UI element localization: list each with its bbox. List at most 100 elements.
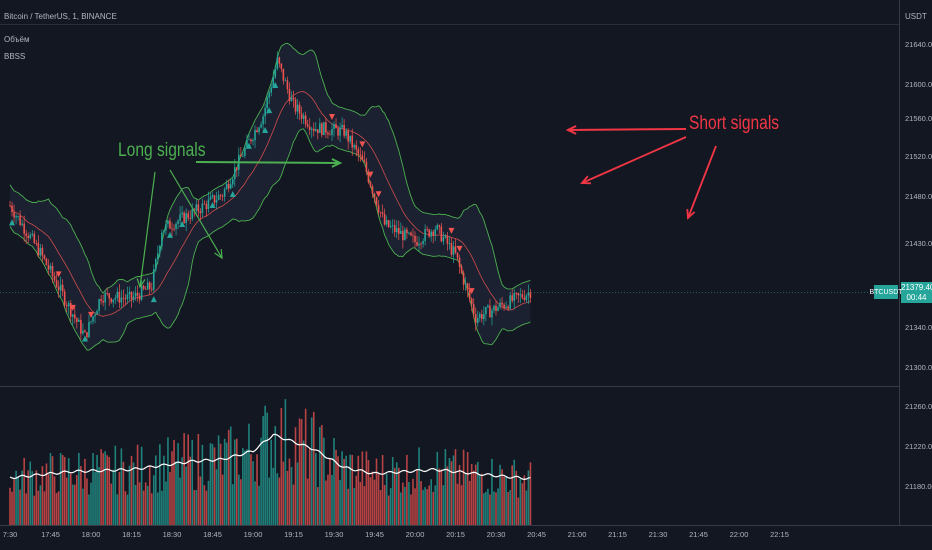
candle-body (468, 289, 471, 299)
candle-body (161, 232, 163, 247)
candle-body (355, 145, 358, 150)
volume-bar (80, 466, 82, 525)
volume-bar (466, 452, 469, 525)
volume-bar (152, 475, 155, 525)
volume-bar (191, 439, 194, 525)
indicator-volume-label[interactable]: Объём (4, 35, 30, 44)
candle-body (497, 307, 499, 311)
volume-bar (408, 481, 410, 525)
volume-bar (59, 452, 62, 525)
candle-body (33, 233, 36, 243)
volume-bar (43, 491, 46, 525)
volume-bar (440, 469, 443, 525)
volume-bar (71, 484, 74, 525)
volume-bar (260, 437, 262, 525)
volume-bar (217, 435, 220, 525)
short-arrow-1 (567, 128, 687, 131)
candle-body (345, 130, 347, 136)
volume-bar (312, 411, 315, 525)
volume-bar (215, 469, 218, 525)
volume-bar (481, 473, 483, 525)
short-signal-marker (328, 113, 335, 120)
short-signal-marker (468, 288, 475, 295)
symbol-title[interactable]: Bitcoin / TetherUS, 1, BINANCE (4, 12, 117, 21)
long-signal-marker (9, 219, 16, 226)
candle-body (310, 128, 313, 130)
volume-bar (76, 474, 78, 525)
volume-bar (389, 488, 392, 525)
long-signal-marker (81, 335, 88, 342)
volume-bar (509, 490, 511, 525)
short-signal-marker (55, 271, 62, 278)
candle-body (426, 229, 428, 230)
volume-bar (444, 449, 447, 525)
candle-body (314, 129, 317, 132)
candle-body (169, 220, 171, 229)
volume-bar (345, 455, 347, 525)
candle-body (215, 199, 218, 203)
candle-body (440, 226, 443, 242)
volume-bar (195, 490, 198, 525)
volume-bar (256, 454, 258, 525)
volume-bar (11, 491, 13, 525)
candle-body (369, 182, 372, 187)
candle-body (17, 216, 19, 217)
candle-body (296, 104, 299, 112)
candle-body (361, 155, 364, 160)
candle-body (88, 321, 90, 338)
candle-body (191, 209, 194, 219)
candle-body (489, 305, 491, 318)
candle-body (424, 229, 426, 241)
volume-bar (515, 470, 518, 525)
candle-body (351, 135, 354, 148)
candle-body (130, 291, 133, 300)
volume-bar (288, 458, 291, 525)
candle-body (476, 317, 479, 323)
volume-bar (487, 488, 489, 525)
volume-bar (361, 451, 364, 525)
candle-body (290, 97, 293, 102)
long-arrow-2-head (214, 248, 223, 260)
volume-bar (175, 461, 177, 525)
volume-bar (233, 439, 236, 525)
candle-body (9, 205, 11, 207)
candle-body (432, 231, 435, 236)
candle-body (515, 293, 518, 294)
volume-bar (225, 442, 228, 525)
volume-bar (231, 484, 234, 525)
volume-bar (450, 461, 453, 525)
volume-bar (513, 459, 516, 525)
volume-bar (37, 490, 40, 525)
candle-body (233, 167, 236, 180)
candle-body (483, 314, 485, 320)
indicator-bbss-label[interactable]: BBSS (4, 52, 26, 61)
volume-bar (476, 461, 479, 525)
volume-bar (272, 467, 275, 525)
candle-body (126, 294, 129, 300)
candle-body (373, 193, 376, 198)
candle-body (25, 233, 27, 236)
candle-body (264, 108, 266, 117)
short-signal-marker (88, 311, 94, 318)
volume-bar (146, 485, 149, 525)
volume-bar (448, 457, 451, 525)
volume-bar (304, 408, 307, 525)
volume-bar (169, 471, 171, 525)
volume-bar (61, 454, 64, 525)
candle-body (321, 123, 323, 136)
candle-body (134, 292, 137, 297)
band-fill (10, 43, 531, 351)
volume-bar (114, 445, 117, 525)
volume-bar (51, 456, 54, 525)
volume-bar (132, 462, 135, 525)
volume-bar (489, 494, 491, 525)
volume-bar (296, 462, 299, 525)
volume-bar (412, 478, 414, 525)
short-signal-marker (367, 171, 374, 178)
volume-bar (385, 473, 388, 525)
candle-body (418, 243, 420, 246)
volume-bar (57, 491, 60, 525)
candle-body (444, 235, 447, 238)
volume-bar (276, 473, 279, 525)
